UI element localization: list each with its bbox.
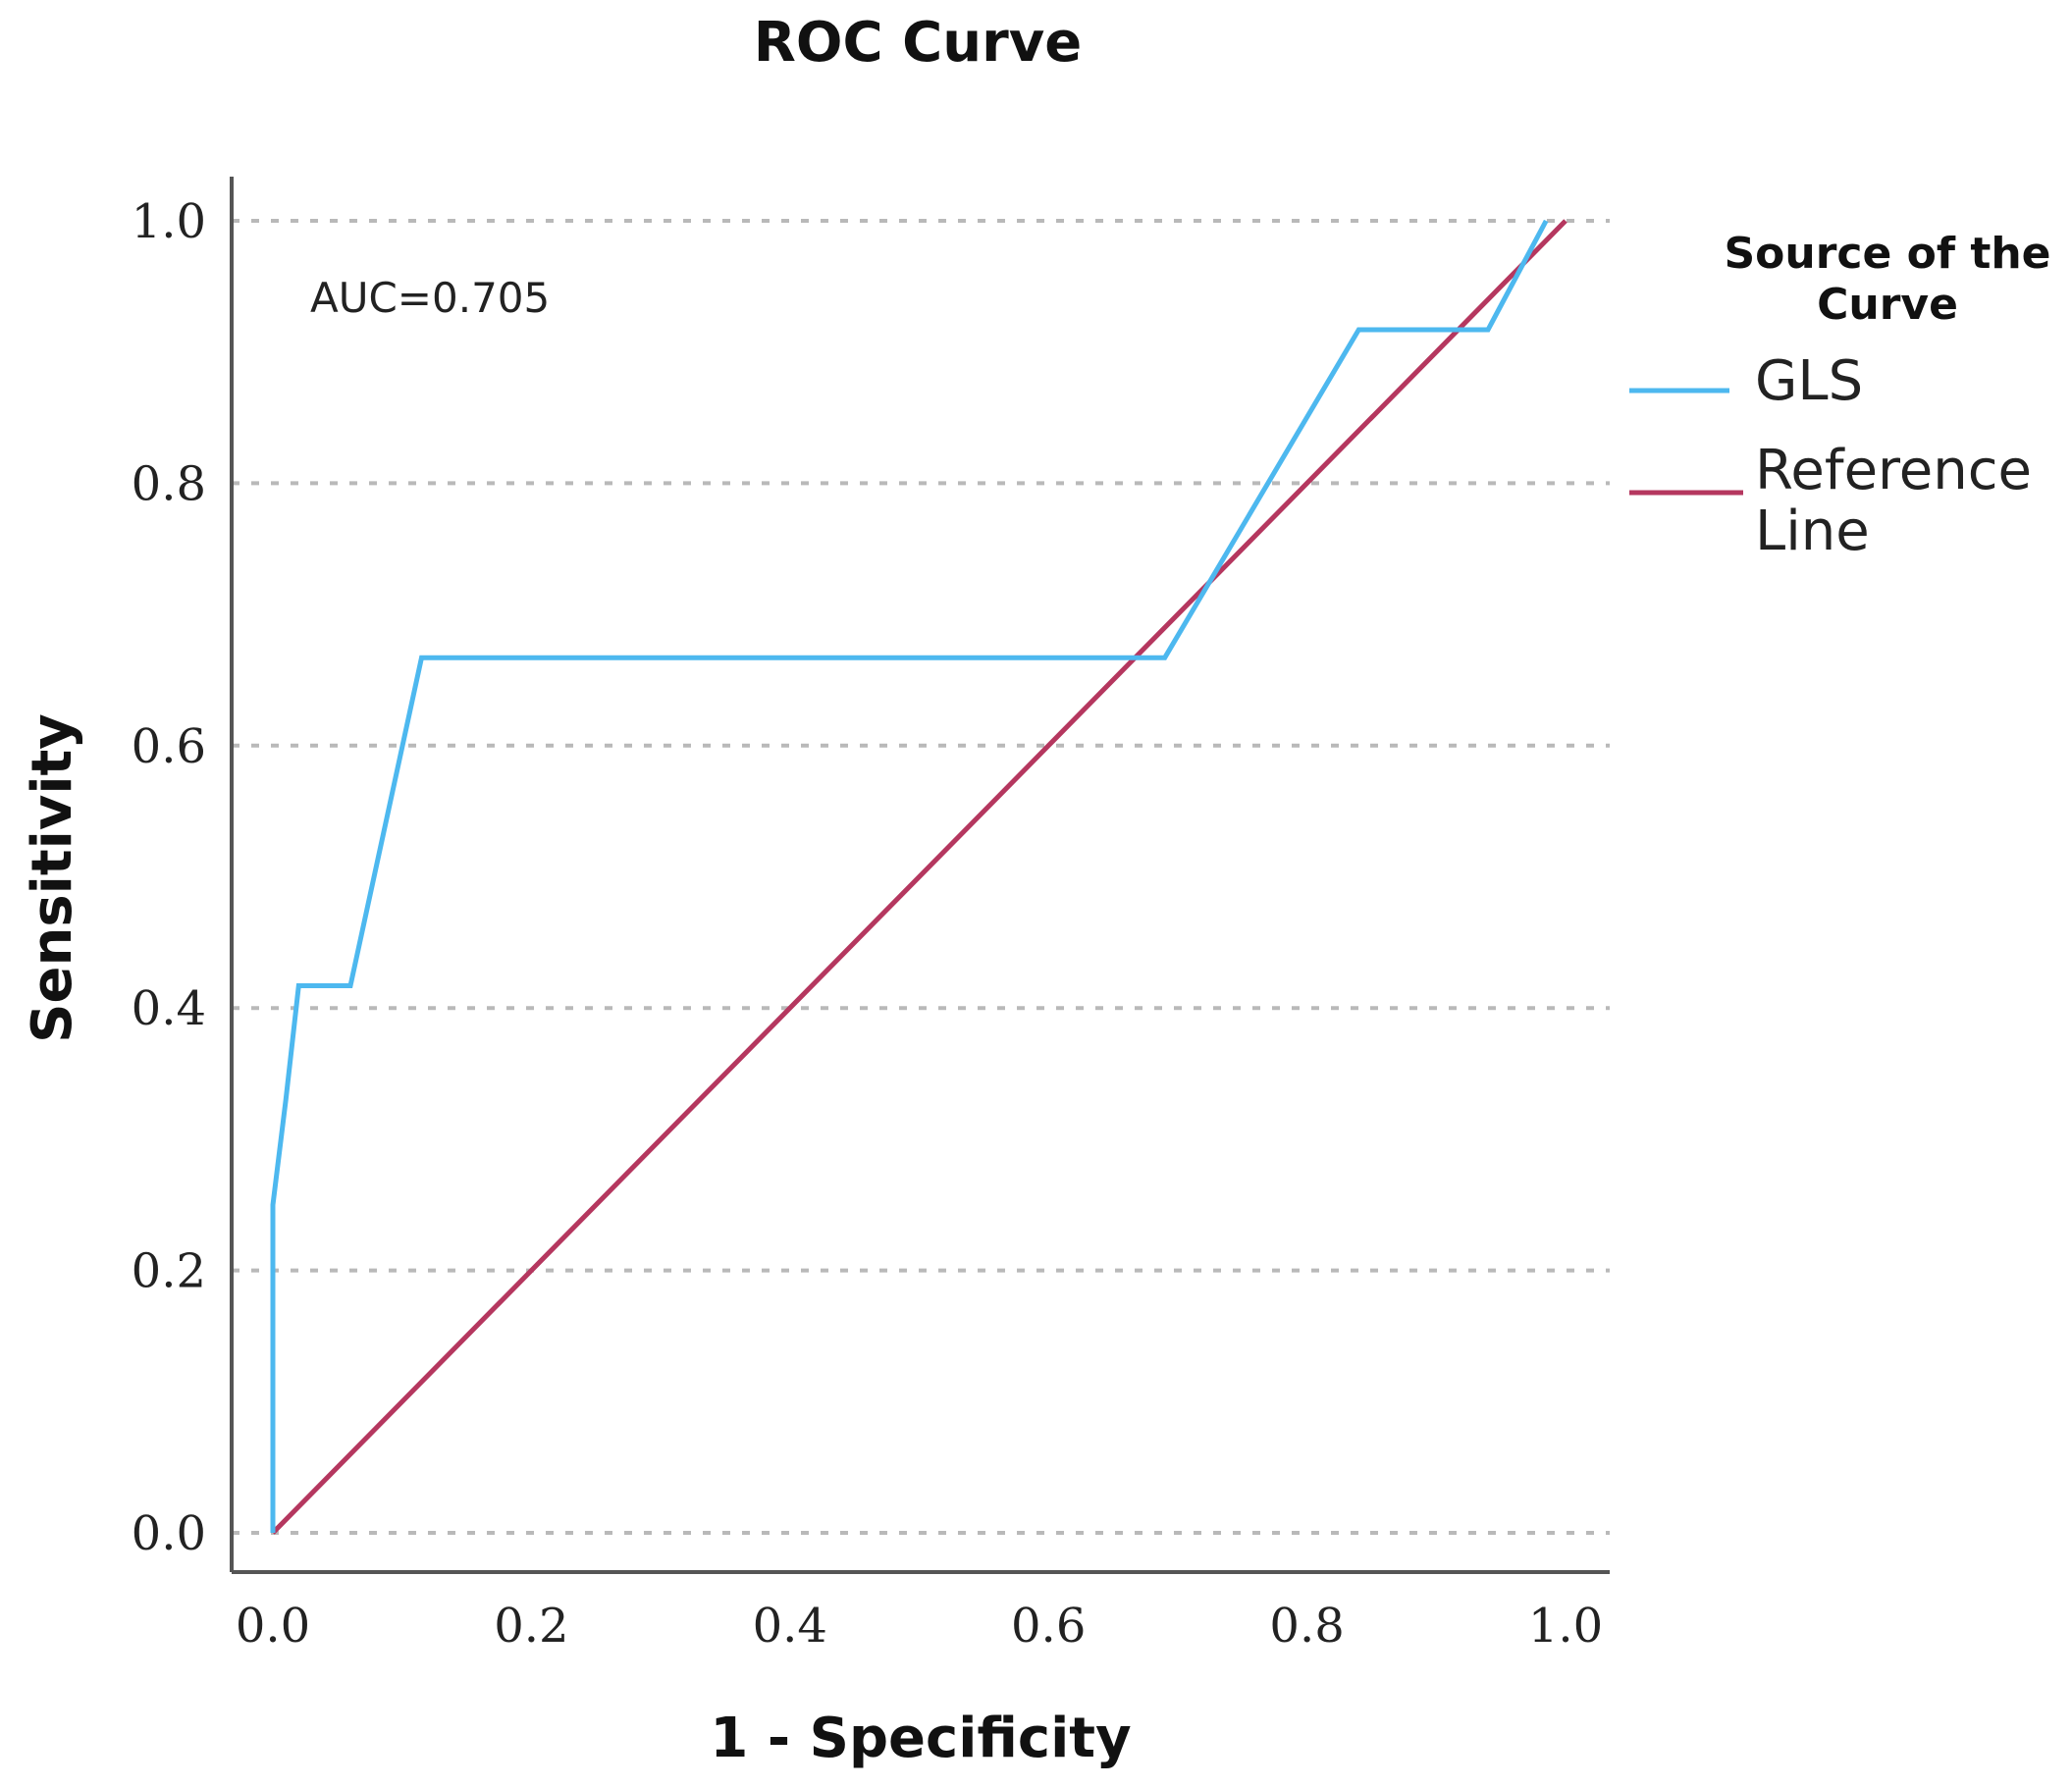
x-tick-label-0: 0.0 — [236, 1599, 310, 1654]
legend-label-reference-line-1: Reference — [1755, 439, 2032, 502]
axes-layer — [230, 177, 1610, 1574]
auc-annotation: AUC=0.705 — [310, 274, 550, 322]
x-tick-label-5: 1.0 — [1528, 1599, 1603, 1654]
series-layer — [270, 219, 1567, 1535]
x-tick-label-3: 0.6 — [1011, 1599, 1086, 1654]
x-axis-label: 1 - Specificity — [710, 1707, 1131, 1770]
y-tick-label-4: 0.8 — [132, 456, 206, 511]
series-line-gls — [270, 219, 1549, 1533]
legend-title-line-2: Curve — [1817, 280, 1958, 330]
legend-title-line-1: Source of the — [1724, 229, 2050, 279]
legend-label-gls: GLS — [1755, 349, 1863, 413]
y-tick-label-5: 1.0 — [132, 194, 206, 249]
grid-layer — [232, 219, 1610, 1535]
y-tick-label-0: 0.0 — [132, 1506, 206, 1561]
chart-title: ROC Curve — [754, 11, 1082, 75]
y-tick-label-3: 0.6 — [132, 719, 206, 774]
x-tick-label-4: 0.8 — [1269, 1599, 1344, 1654]
legend: Source of the Curve GLS Reference Line — [1629, 229, 2051, 563]
y-tick-label-1: 0.2 — [132, 1244, 206, 1299]
series-line-reference-line — [271, 219, 1567, 1535]
y-tick-label-2: 0.4 — [132, 981, 206, 1036]
legend-label-reference-line-2: Line — [1755, 499, 1870, 563]
y-axis-label: Sensitivity — [21, 713, 84, 1043]
ticks-layer: 0.0 0.2 0.4 0.6 0.8 1.0 0.0 0.2 0.4 0.6 0.8 1.0 — [132, 194, 1604, 1654]
x-tick-label-2: 0.4 — [753, 1599, 827, 1654]
x-tick-label-1: 0.2 — [494, 1599, 568, 1654]
